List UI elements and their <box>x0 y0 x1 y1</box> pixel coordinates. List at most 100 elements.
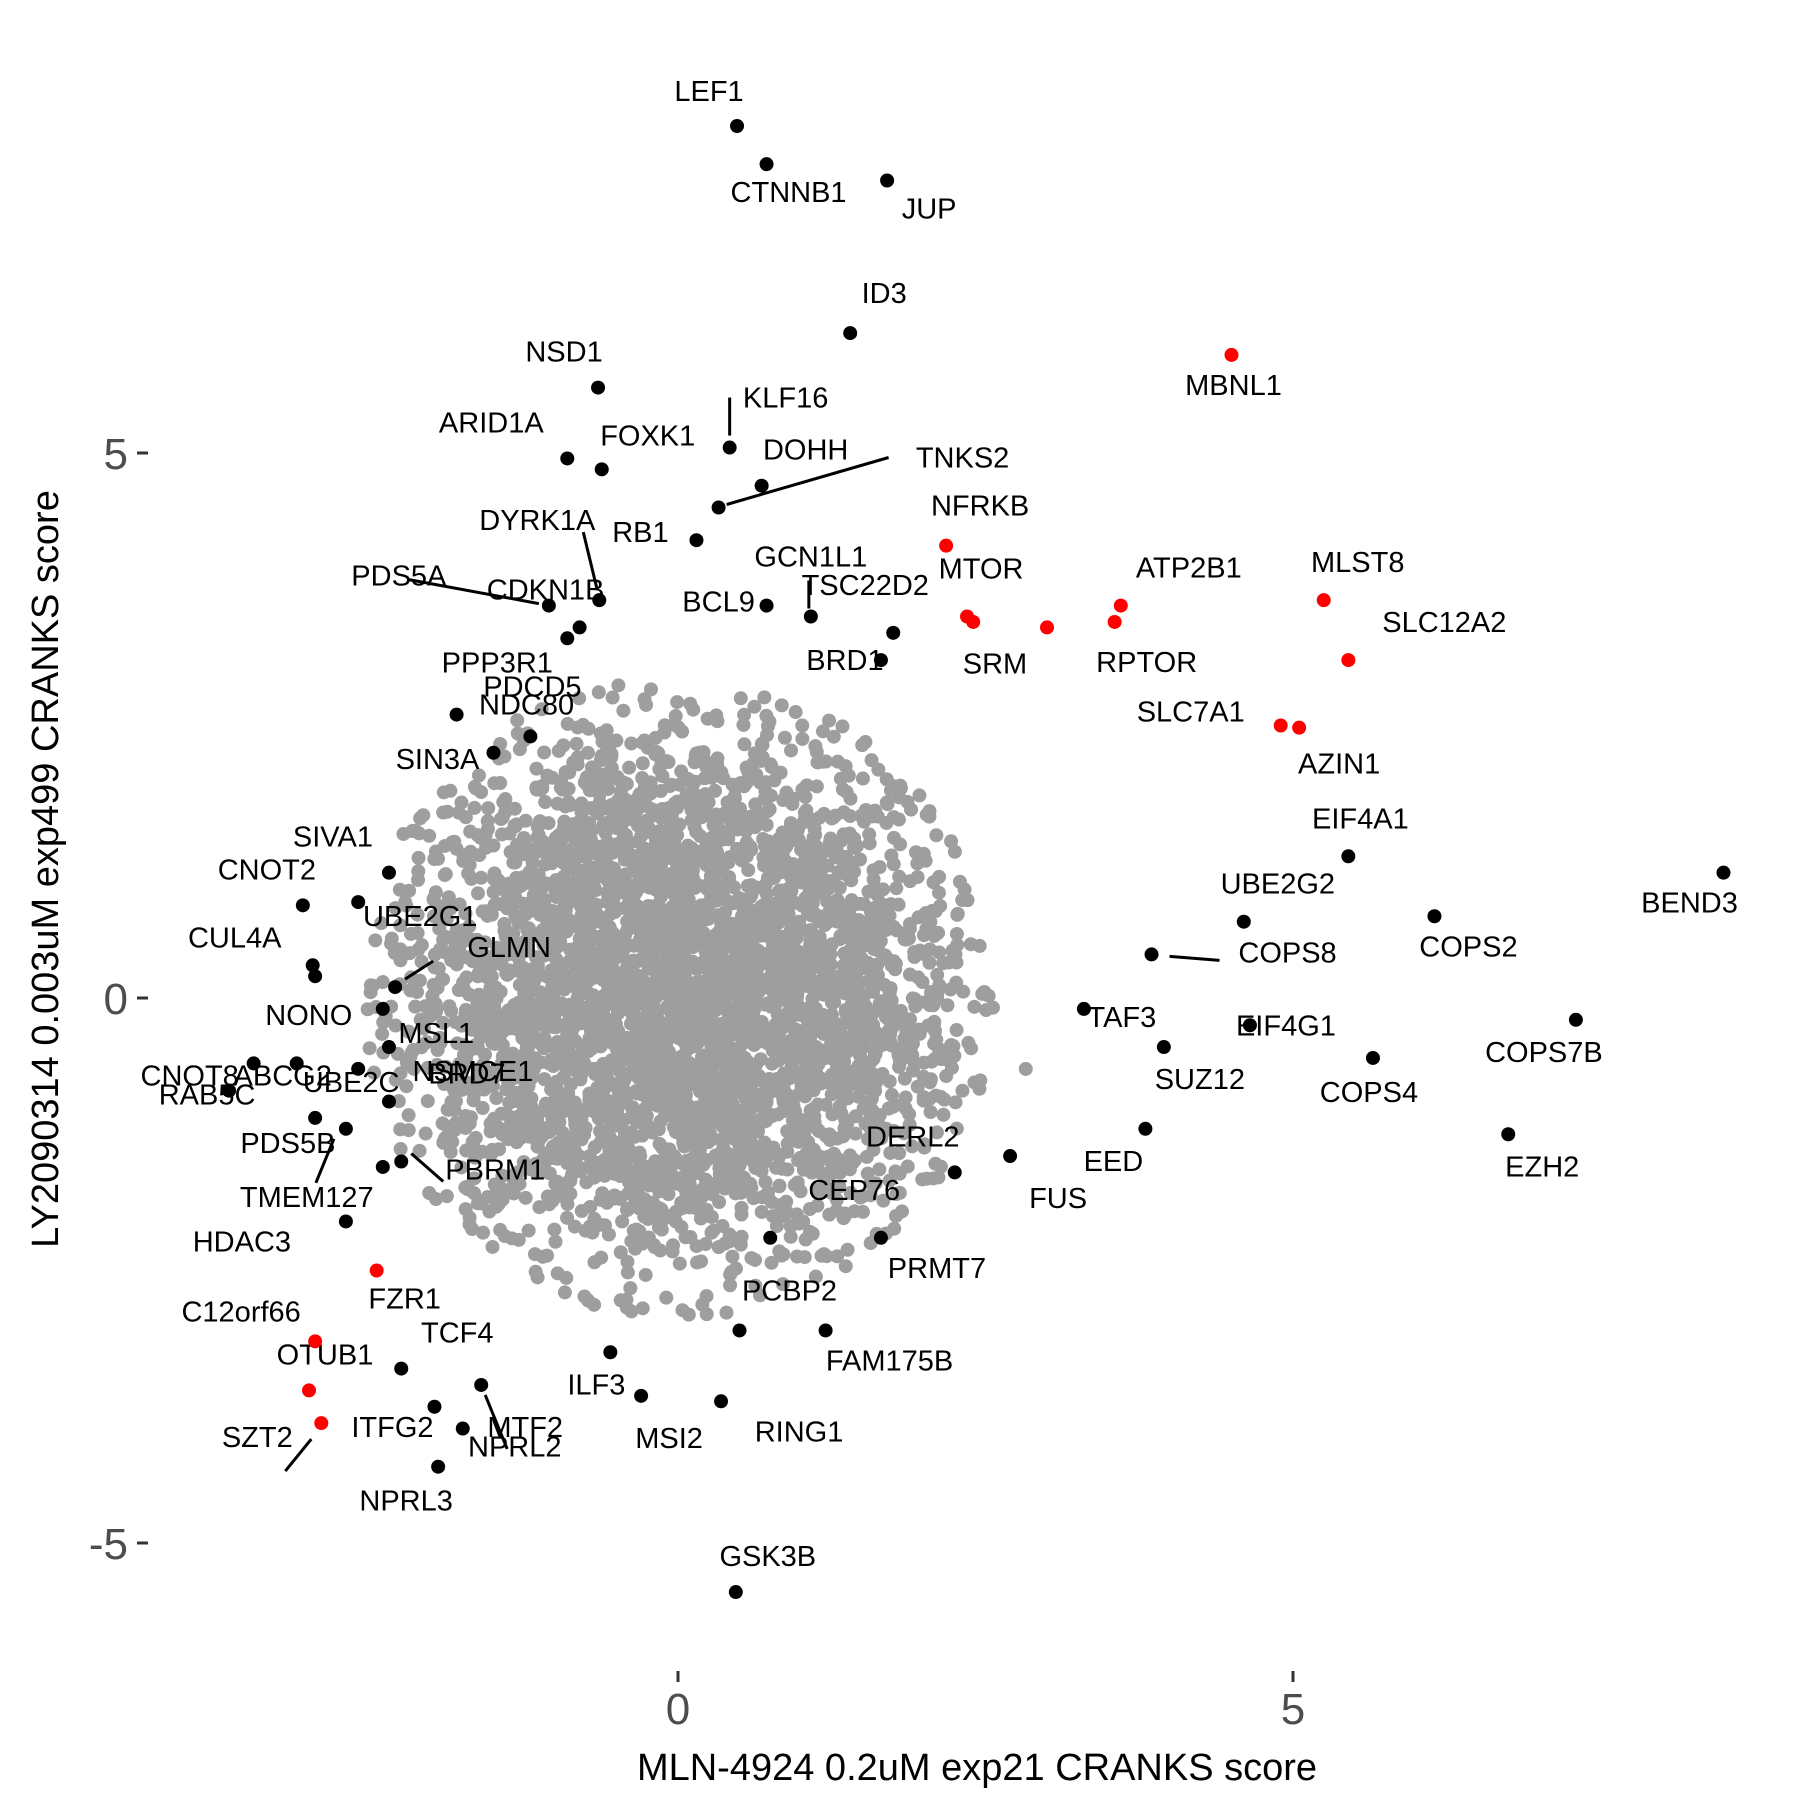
point-fam175b <box>818 1323 833 1338</box>
background-point <box>619 963 634 978</box>
background-point <box>419 1035 434 1050</box>
label-itfg2: ITFG2 <box>351 1412 433 1444</box>
background-point <box>768 947 783 962</box>
background-point <box>621 978 636 993</box>
background-point <box>539 876 554 891</box>
background-point <box>551 743 566 758</box>
background-point <box>559 876 574 891</box>
background-point <box>746 924 761 939</box>
point-prmt7 <box>873 1230 888 1245</box>
background-point <box>624 736 639 751</box>
background-point <box>605 1133 620 1148</box>
background-point <box>435 912 450 927</box>
background-point <box>639 1099 654 1114</box>
background-point <box>592 1217 607 1232</box>
background-point <box>878 1009 893 1024</box>
background-point <box>727 1057 742 1072</box>
background-point <box>496 947 511 962</box>
background-point <box>916 1093 931 1108</box>
background-point <box>467 779 482 794</box>
background-point <box>870 923 885 938</box>
point-fus <box>1003 1149 1018 1164</box>
background-point <box>631 1070 646 1085</box>
background-point <box>436 932 451 947</box>
background-point <box>672 1256 687 1271</box>
background-point <box>632 880 647 895</box>
background-point <box>788 1022 803 1037</box>
background-point <box>589 1089 604 1104</box>
background-point <box>623 1149 638 1164</box>
background-point <box>458 1180 473 1195</box>
background-point <box>510 837 525 852</box>
point-id3 <box>843 326 858 341</box>
background-point <box>410 926 425 941</box>
background-point <box>510 713 525 728</box>
background-point <box>670 695 685 710</box>
point-dyrk1a <box>592 593 607 608</box>
label-ndc80: NDC80 <box>479 690 574 722</box>
background-point <box>747 746 762 761</box>
background-point <box>620 1265 635 1280</box>
background-point <box>883 783 898 798</box>
background-point <box>834 1047 849 1062</box>
label-dohh: DOHH <box>763 435 848 467</box>
background-point <box>616 943 631 958</box>
label-szt2: SZT2 <box>222 1422 293 1454</box>
background-point <box>810 1156 825 1171</box>
background-point <box>911 910 926 925</box>
background-point <box>480 822 495 837</box>
background-point <box>463 1043 478 1058</box>
background-point <box>698 1237 713 1252</box>
background-point <box>615 1092 630 1107</box>
background-point <box>931 1170 946 1185</box>
label-cep76: CEP76 <box>808 1175 900 1207</box>
background-point <box>671 1099 686 1114</box>
background-point <box>733 1085 748 1100</box>
background-point <box>923 1072 938 1087</box>
background-point <box>403 1049 418 1064</box>
label-pcbp2: PCBP2 <box>742 1275 837 1307</box>
background-point <box>570 1130 585 1145</box>
background-point <box>747 699 762 714</box>
background-point <box>598 870 613 885</box>
label-id3: ID3 <box>862 278 907 310</box>
point-foxk1 <box>594 462 609 477</box>
point-nprl2 <box>455 1421 470 1436</box>
background-point <box>454 1160 469 1175</box>
point-tcf4 <box>394 1361 409 1376</box>
label-pdcd5: PDCD5 <box>483 671 581 703</box>
background-point <box>776 937 791 952</box>
background-point <box>764 760 779 775</box>
background-point <box>558 1103 573 1118</box>
background-point <box>556 892 571 907</box>
background-point <box>486 884 501 899</box>
nonsignificant-points <box>360 678 1033 1322</box>
background-point <box>593 726 608 741</box>
background-point <box>589 897 604 912</box>
background-point <box>622 760 637 775</box>
point-klf16 <box>722 440 737 455</box>
background-point <box>537 892 552 907</box>
background-point <box>537 745 552 760</box>
background-point <box>736 1006 751 1021</box>
background-point <box>838 867 853 882</box>
point-mtf2 <box>474 1377 489 1392</box>
background-point <box>535 1249 550 1264</box>
point-ube2c <box>308 1110 323 1125</box>
background-point <box>709 708 724 723</box>
background-point <box>534 702 549 717</box>
background-point <box>693 790 708 805</box>
point-ezh2 <box>1501 1127 1516 1142</box>
background-point <box>703 1209 718 1224</box>
background-point <box>493 1222 508 1237</box>
background-point <box>724 968 739 983</box>
label-glmn: GLMN <box>467 932 551 964</box>
background-point <box>495 1061 510 1076</box>
background-point <box>923 1104 938 1119</box>
background-point <box>892 1166 907 1181</box>
background-point <box>857 923 872 938</box>
background-point <box>733 691 748 706</box>
point-atp2b1 <box>1113 598 1128 613</box>
